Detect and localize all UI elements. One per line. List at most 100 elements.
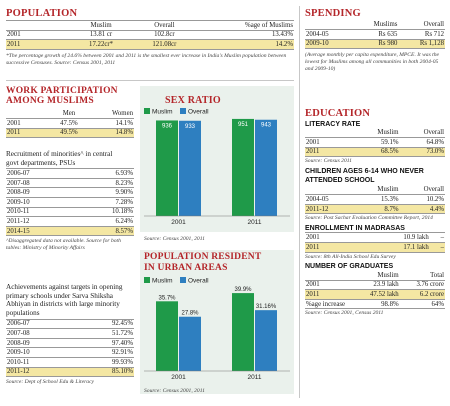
recruitment-table: 2006-07 6.93% 2007-08 8.23% 2008-09 9.90% 2… bbox=[6, 168, 134, 236]
table-cell: 2011-12 bbox=[306, 205, 329, 213]
work-title-line2: AMONG MUSLIMS bbox=[6, 96, 94, 107]
table-cell: 92.45% bbox=[112, 320, 133, 328]
table-header: Muslim bbox=[377, 186, 399, 194]
table-cell: 6.2 crore bbox=[419, 290, 444, 298]
legend-label-muslim: Muslim bbox=[152, 109, 173, 116]
urban-title-line1: POPULATION RESIDENT bbox=[144, 252, 262, 262]
bar-muslim-2011 bbox=[232, 118, 254, 216]
sex-ratio-source: Source: Census 2001, 2011 bbox=[144, 236, 205, 242]
bar-overall-2011 bbox=[255, 310, 277, 371]
table-header: Women bbox=[112, 109, 133, 117]
table-cell: 3.76 crore bbox=[416, 281, 444, 289]
table-cell: 14.2% bbox=[275, 40, 293, 48]
table-header: Overall bbox=[423, 21, 444, 29]
work-section: WORK PARTICIPATION AMONG MUSLIMS Men Wom… bbox=[6, 86, 134, 138]
data-label: 31.16% bbox=[256, 304, 277, 310]
table-header: Muslims bbox=[373, 21, 398, 29]
bar-overall-2001 bbox=[179, 316, 201, 371]
table-cell: 17.22cr* bbox=[89, 40, 114, 48]
legend-label-overall: Overall bbox=[188, 109, 209, 116]
urban-chart: Muslim Overall 35.7% 27.8% 2001 39.9% 31.16% 20… bbox=[144, 277, 290, 394]
table-cell: 2011-12 bbox=[7, 368, 30, 376]
table-cell: 2004-05 bbox=[306, 195, 329, 203]
population-table: Muslim Overall %age of Muslims 2001 13.8… bbox=[6, 20, 294, 50]
table-cell: 2011-12 bbox=[7, 218, 30, 226]
data-label: 951 bbox=[238, 122, 249, 128]
table-cell: 2007-08 bbox=[7, 329, 30, 337]
table-cell: 14.1% bbox=[115, 119, 133, 127]
bar-overall-2001 bbox=[179, 120, 201, 216]
sex-ratio-chart: Muslim Overall 936 933 2001 951 943 2011 bbox=[144, 108, 290, 226]
table-cell: Rs 980 bbox=[378, 40, 398, 48]
table-cell: – bbox=[440, 234, 444, 242]
bar-muslim-2011 bbox=[232, 293, 254, 371]
dropout-source: Source: Post Sachar Evaluation Committee… bbox=[305, 215, 433, 222]
table-cell: 99.93% bbox=[112, 358, 133, 366]
table-cell: 23.9 lakh bbox=[373, 281, 399, 289]
table-cell: 2010-11 bbox=[7, 358, 30, 366]
table-cell: 64% bbox=[431, 300, 444, 308]
table-cell: 2001 bbox=[306, 281, 320, 289]
category-label: 2011 bbox=[248, 374, 262, 381]
achievements-table: 2006-07 92.45% 2007-08 51.72% 2008-09 97.40… bbox=[6, 319, 134, 378]
legend-swatch-overall bbox=[180, 277, 186, 283]
table-header: Men bbox=[62, 109, 76, 117]
recruitment-title: Recruitment of minorities^ in central go… bbox=[6, 150, 113, 167]
table-cell: 49.5% bbox=[60, 129, 78, 137]
literacy-table: Muslim Overall 2001 59.1% 64.8% 2011 68.5% 7… bbox=[305, 128, 445, 157]
table-cell: %age increase bbox=[306, 300, 346, 308]
table-cell: 15.3% bbox=[381, 195, 399, 203]
table-header bbox=[305, 128, 353, 138]
madrasas-table: 2001 10.9 lakh – 2011 17.1 lakh – bbox=[305, 232, 445, 252]
bar-muslim-2001 bbox=[156, 301, 178, 371]
table-cell: 4.4% bbox=[429, 205, 444, 213]
table-cell: 47.52 lakh bbox=[369, 290, 399, 298]
data-label: 933 bbox=[185, 124, 196, 130]
table-header: Muslim bbox=[90, 21, 112, 29]
table-header: Overall bbox=[423, 129, 444, 137]
legend-swatch-muslim bbox=[144, 277, 150, 283]
graduates-table: Muslim Total 2001 23.9 lakh 3.76 crore 201… bbox=[305, 270, 445, 309]
table-cell: 2007-08 bbox=[7, 179, 30, 187]
spending-section: SPENDING Muslims Overall 2004-05 Rs 635 … bbox=[305, 8, 445, 73]
table-header: Overall bbox=[154, 21, 175, 29]
table-cell: 14.8% bbox=[115, 129, 133, 137]
table-cell: 13.81 cr bbox=[89, 31, 113, 39]
urban-source: Source: Census 2001, 2011 bbox=[144, 388, 205, 394]
table-header: Muslim bbox=[377, 129, 399, 137]
table-cell: 10.9 lakh bbox=[403, 234, 429, 242]
sex-ratio-title: SEX RATIO bbox=[165, 95, 221, 106]
table-header: Total bbox=[430, 271, 444, 279]
table-cell: 92.91% bbox=[112, 349, 133, 357]
table-cell: 10.2% bbox=[426, 195, 444, 203]
legend-label-muslim: Muslim bbox=[152, 278, 173, 285]
table-cell: 2014-15 bbox=[7, 227, 30, 235]
table-header bbox=[305, 20, 353, 30]
data-label: 39.9% bbox=[234, 287, 252, 293]
table-cell: 2009-10 bbox=[306, 40, 329, 48]
spending-title: SPENDING bbox=[305, 8, 361, 19]
data-label: 943 bbox=[261, 123, 272, 129]
table-cell: 51.72% bbox=[112, 329, 133, 337]
table-cell: 68.5% bbox=[381, 148, 399, 156]
table-header bbox=[6, 109, 50, 119]
table-cell: 2006-07 bbox=[7, 170, 30, 178]
table-cell: 13.43% bbox=[272, 31, 293, 39]
recruitment-note: ^Disaggregated data not available. Sourc… bbox=[6, 238, 121, 252]
spending-note: (Average monthly per capita expenditure,… bbox=[305, 52, 440, 73]
table-cell: 121.08cr bbox=[152, 40, 177, 48]
table-cell: 2011 bbox=[306, 148, 320, 156]
madrasas-title: ENROLLMENT IN MADRASAS bbox=[305, 225, 405, 233]
table-cell: 59.1% bbox=[381, 138, 399, 146]
table-cell: 8.7% bbox=[384, 205, 399, 213]
achievements-note: Source: Dept of School Edu & Literacy bbox=[6, 379, 95, 386]
table-cell: 8.23% bbox=[115, 179, 133, 187]
table-cell: 64.8% bbox=[426, 138, 444, 146]
table-cell: 8.57% bbox=[115, 227, 133, 235]
divider bbox=[6, 80, 294, 81]
bar-overall-2011 bbox=[255, 119, 277, 216]
table-cell: 2011 bbox=[7, 40, 21, 48]
achievements-section: Achievements against targets in opening … bbox=[6, 283, 134, 386]
table-cell: 98.8% bbox=[381, 300, 399, 308]
urban-title-line2: IN URBAN AREAS bbox=[144, 263, 228, 273]
